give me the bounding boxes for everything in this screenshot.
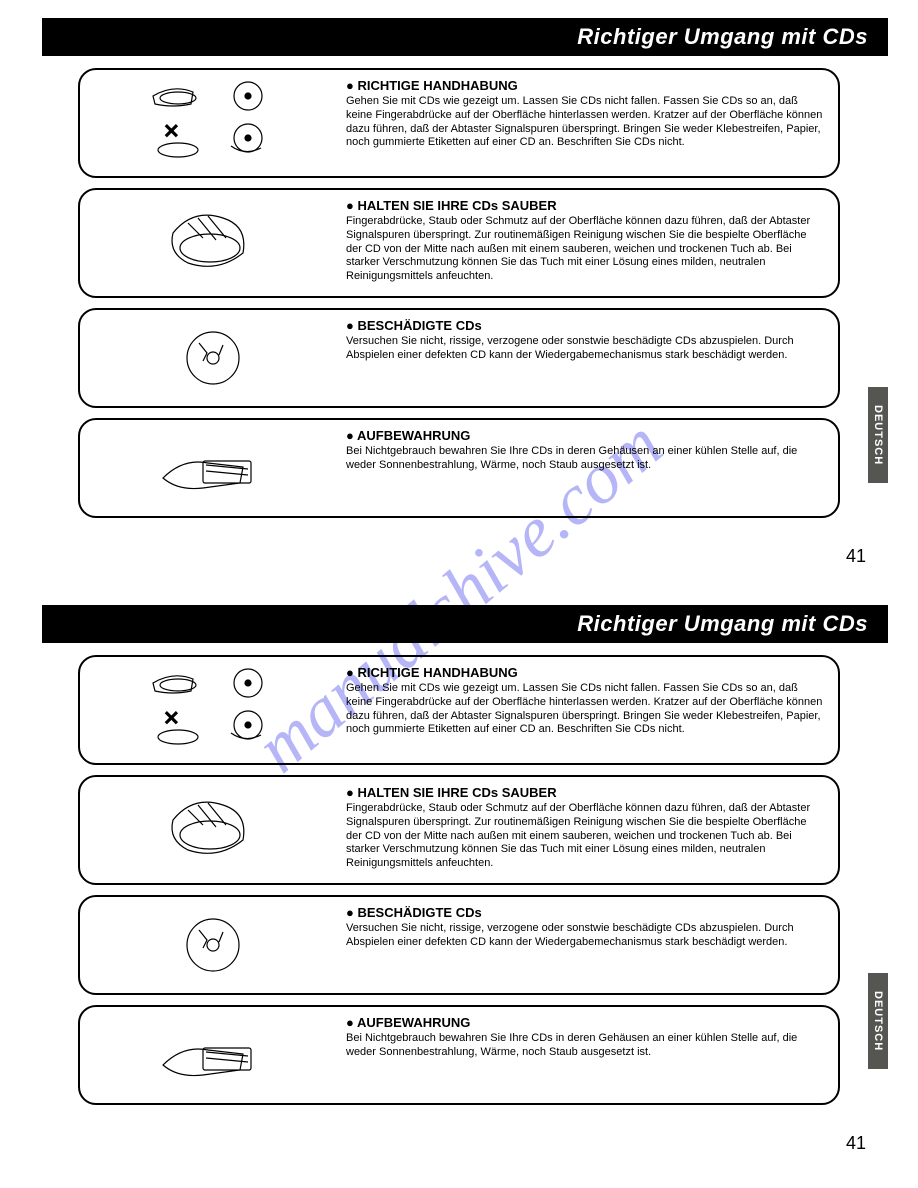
page-header: Richtiger Umgang mit CDs: [42, 18, 888, 56]
section-body: Versuchen Sie nicht, rissige, verzogene …: [346, 922, 824, 950]
clean-icon: [88, 785, 338, 875]
clean-icon: [88, 198, 338, 288]
manual-page-2: Richtiger Umgang mit CDs DEUTSCH ✕: [0, 605, 918, 1174]
section-body: Fingerabdrücke, Staub oder Schmutz auf d…: [346, 215, 824, 284]
section-title: HALTEN SIE IHRE CDs SAUBER: [346, 785, 824, 800]
language-tab: DEUTSCH: [868, 973, 888, 1069]
storage-icon: [88, 1015, 338, 1095]
section-body: Versuchen Sie nicht, rissige, verzogene …: [346, 335, 824, 363]
section-title: AUFBEWAHRUNG: [346, 1015, 824, 1030]
section-title: RICHTIGE HANDHABUNG: [346, 665, 824, 680]
page-number: 41: [0, 1115, 918, 1174]
storage-icon: [88, 428, 338, 508]
section-body: Gehen Sie mit CDs wie gezeigt um. Lassen…: [346, 95, 824, 150]
section-body: Gehen Sie mit CDs wie gezeigt um. Lassen…: [346, 682, 824, 737]
section-handling: ✕ RICHTIGE HANDHABUNG Gehen Sie mit CDs …: [78, 68, 840, 178]
handling-icon: ✕: [88, 78, 338, 168]
section-title: AUFBEWAHRUNG: [346, 428, 824, 443]
section-body: Fingerabdrücke, Staub oder Schmutz auf d…: [346, 802, 824, 871]
section-title: HALTEN SIE IHRE CDs SAUBER: [346, 198, 824, 213]
svg-text:✕: ✕: [163, 121, 180, 143]
page-number: 41: [0, 528, 918, 587]
section-body: Bei Nichtgebrauch bewahren Sie Ihre CDs …: [346, 445, 824, 473]
section-damaged: BESCHÄDIGTE CDs Versuchen Sie nicht, ris…: [78, 895, 840, 995]
section-clean: HALTEN SIE IHRE CDs SAUBER Fingerabdrück…: [78, 775, 840, 885]
section-storage: AUFBEWAHRUNG Bei Nichtgebrauch bewahren …: [78, 1005, 840, 1105]
section-title: RICHTIGE HANDHABUNG: [346, 78, 824, 93]
svg-text:✕: ✕: [163, 708, 180, 730]
section-handling: ✕ RICHTIGE HANDHABUNG Gehen Sie mit CDs …: [78, 655, 840, 765]
damaged-icon: [88, 318, 338, 398]
section-title: BESCHÄDIGTE CDs: [346, 905, 824, 920]
manual-page-1: Richtiger Umgang mit CDs DEUTSCH ✕: [0, 18, 918, 587]
section-body: Bei Nichtgebrauch bewahren Sie Ihre CDs …: [346, 1032, 824, 1060]
section-clean: HALTEN SIE IHRE CDs SAUBER Fingerabdrück…: [78, 188, 840, 298]
section-title: BESCHÄDIGTE CDs: [346, 318, 824, 333]
damaged-icon: [88, 905, 338, 985]
language-tab: DEUTSCH: [868, 387, 888, 483]
section-storage: AUFBEWAHRUNG Bei Nichtgebrauch bewahren …: [78, 418, 840, 518]
handling-icon: ✕: [88, 665, 338, 755]
page-header: Richtiger Umgang mit CDs: [42, 605, 888, 643]
section-damaged: BESCHÄDIGTE CDs Versuchen Sie nicht, ris…: [78, 308, 840, 408]
